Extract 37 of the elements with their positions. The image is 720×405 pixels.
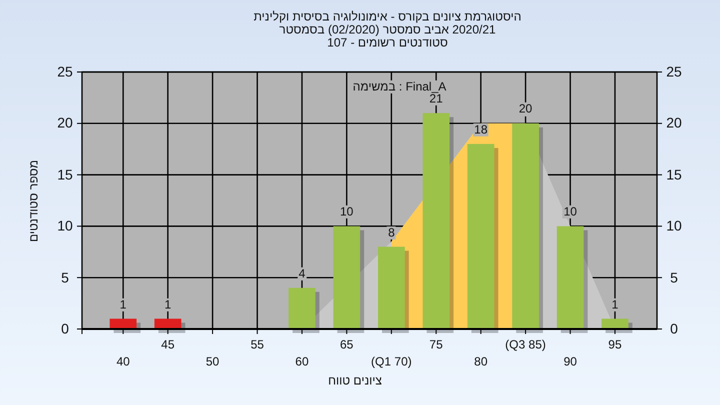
x-tick-label: 55 — [250, 337, 264, 352]
x-tick-label: 65 — [340, 337, 354, 352]
y-tick-label: 5 — [61, 268, 69, 286]
y2-tick-label: 10 — [666, 217, 682, 234]
chart-title: וקלינית בסיסית אימונולוגיה - בקורס ציונים היסטוגרמת — [254, 9, 522, 24]
x-tick-label: 50 — [206, 354, 220, 369]
data-label: 1 — [612, 297, 618, 312]
data-label: 8 — [388, 225, 395, 240]
x-axis-title: טווח ציונים — [328, 373, 382, 388]
y2-tick-label: 20 — [666, 114, 682, 132]
data-label: 20 — [518, 102, 532, 116]
y-tick-label: 20 — [57, 114, 73, 132]
y2-tick-label: 15 — [666, 166, 682, 182]
x-tick-label: 40 — [116, 354, 130, 369]
data-label: 10 — [564, 204, 577, 219]
x-tick-label: (Q1 70) — [371, 354, 412, 369]
x-tick-label: (Q3 85) — [505, 337, 546, 352]
x-tick-label: 90 — [564, 354, 577, 369]
y-axis-title: סטודנטים מספר — [26, 159, 41, 242]
x-tick-label: 60 — [295, 354, 309, 369]
data-label: 18 — [474, 122, 488, 137]
data-label: 21 — [429, 92, 443, 106]
x-tick-label: 45 — [161, 337, 175, 352]
data-label: 4 — [298, 266, 306, 280]
y-tick-label: 25 — [57, 63, 73, 80]
x-tick-label: 95 — [608, 337, 622, 352]
data-label: 1 — [164, 297, 172, 312]
data-label: 10 — [340, 204, 354, 219]
y2-tick-label: 0 — [670, 320, 678, 337]
x-tick-label: 80 — [474, 354, 488, 369]
y-tick-label: 15 — [57, 166, 73, 182]
y-tick-label: 0 — [61, 320, 69, 337]
y2-tick-label: 5 — [670, 268, 678, 286]
y2-tick-label: 25 — [666, 63, 682, 80]
y-tick-label: 10 — [57, 217, 73, 234]
x-tick-label: 75 — [429, 337, 443, 352]
data-label: 1 — [120, 297, 126, 312]
